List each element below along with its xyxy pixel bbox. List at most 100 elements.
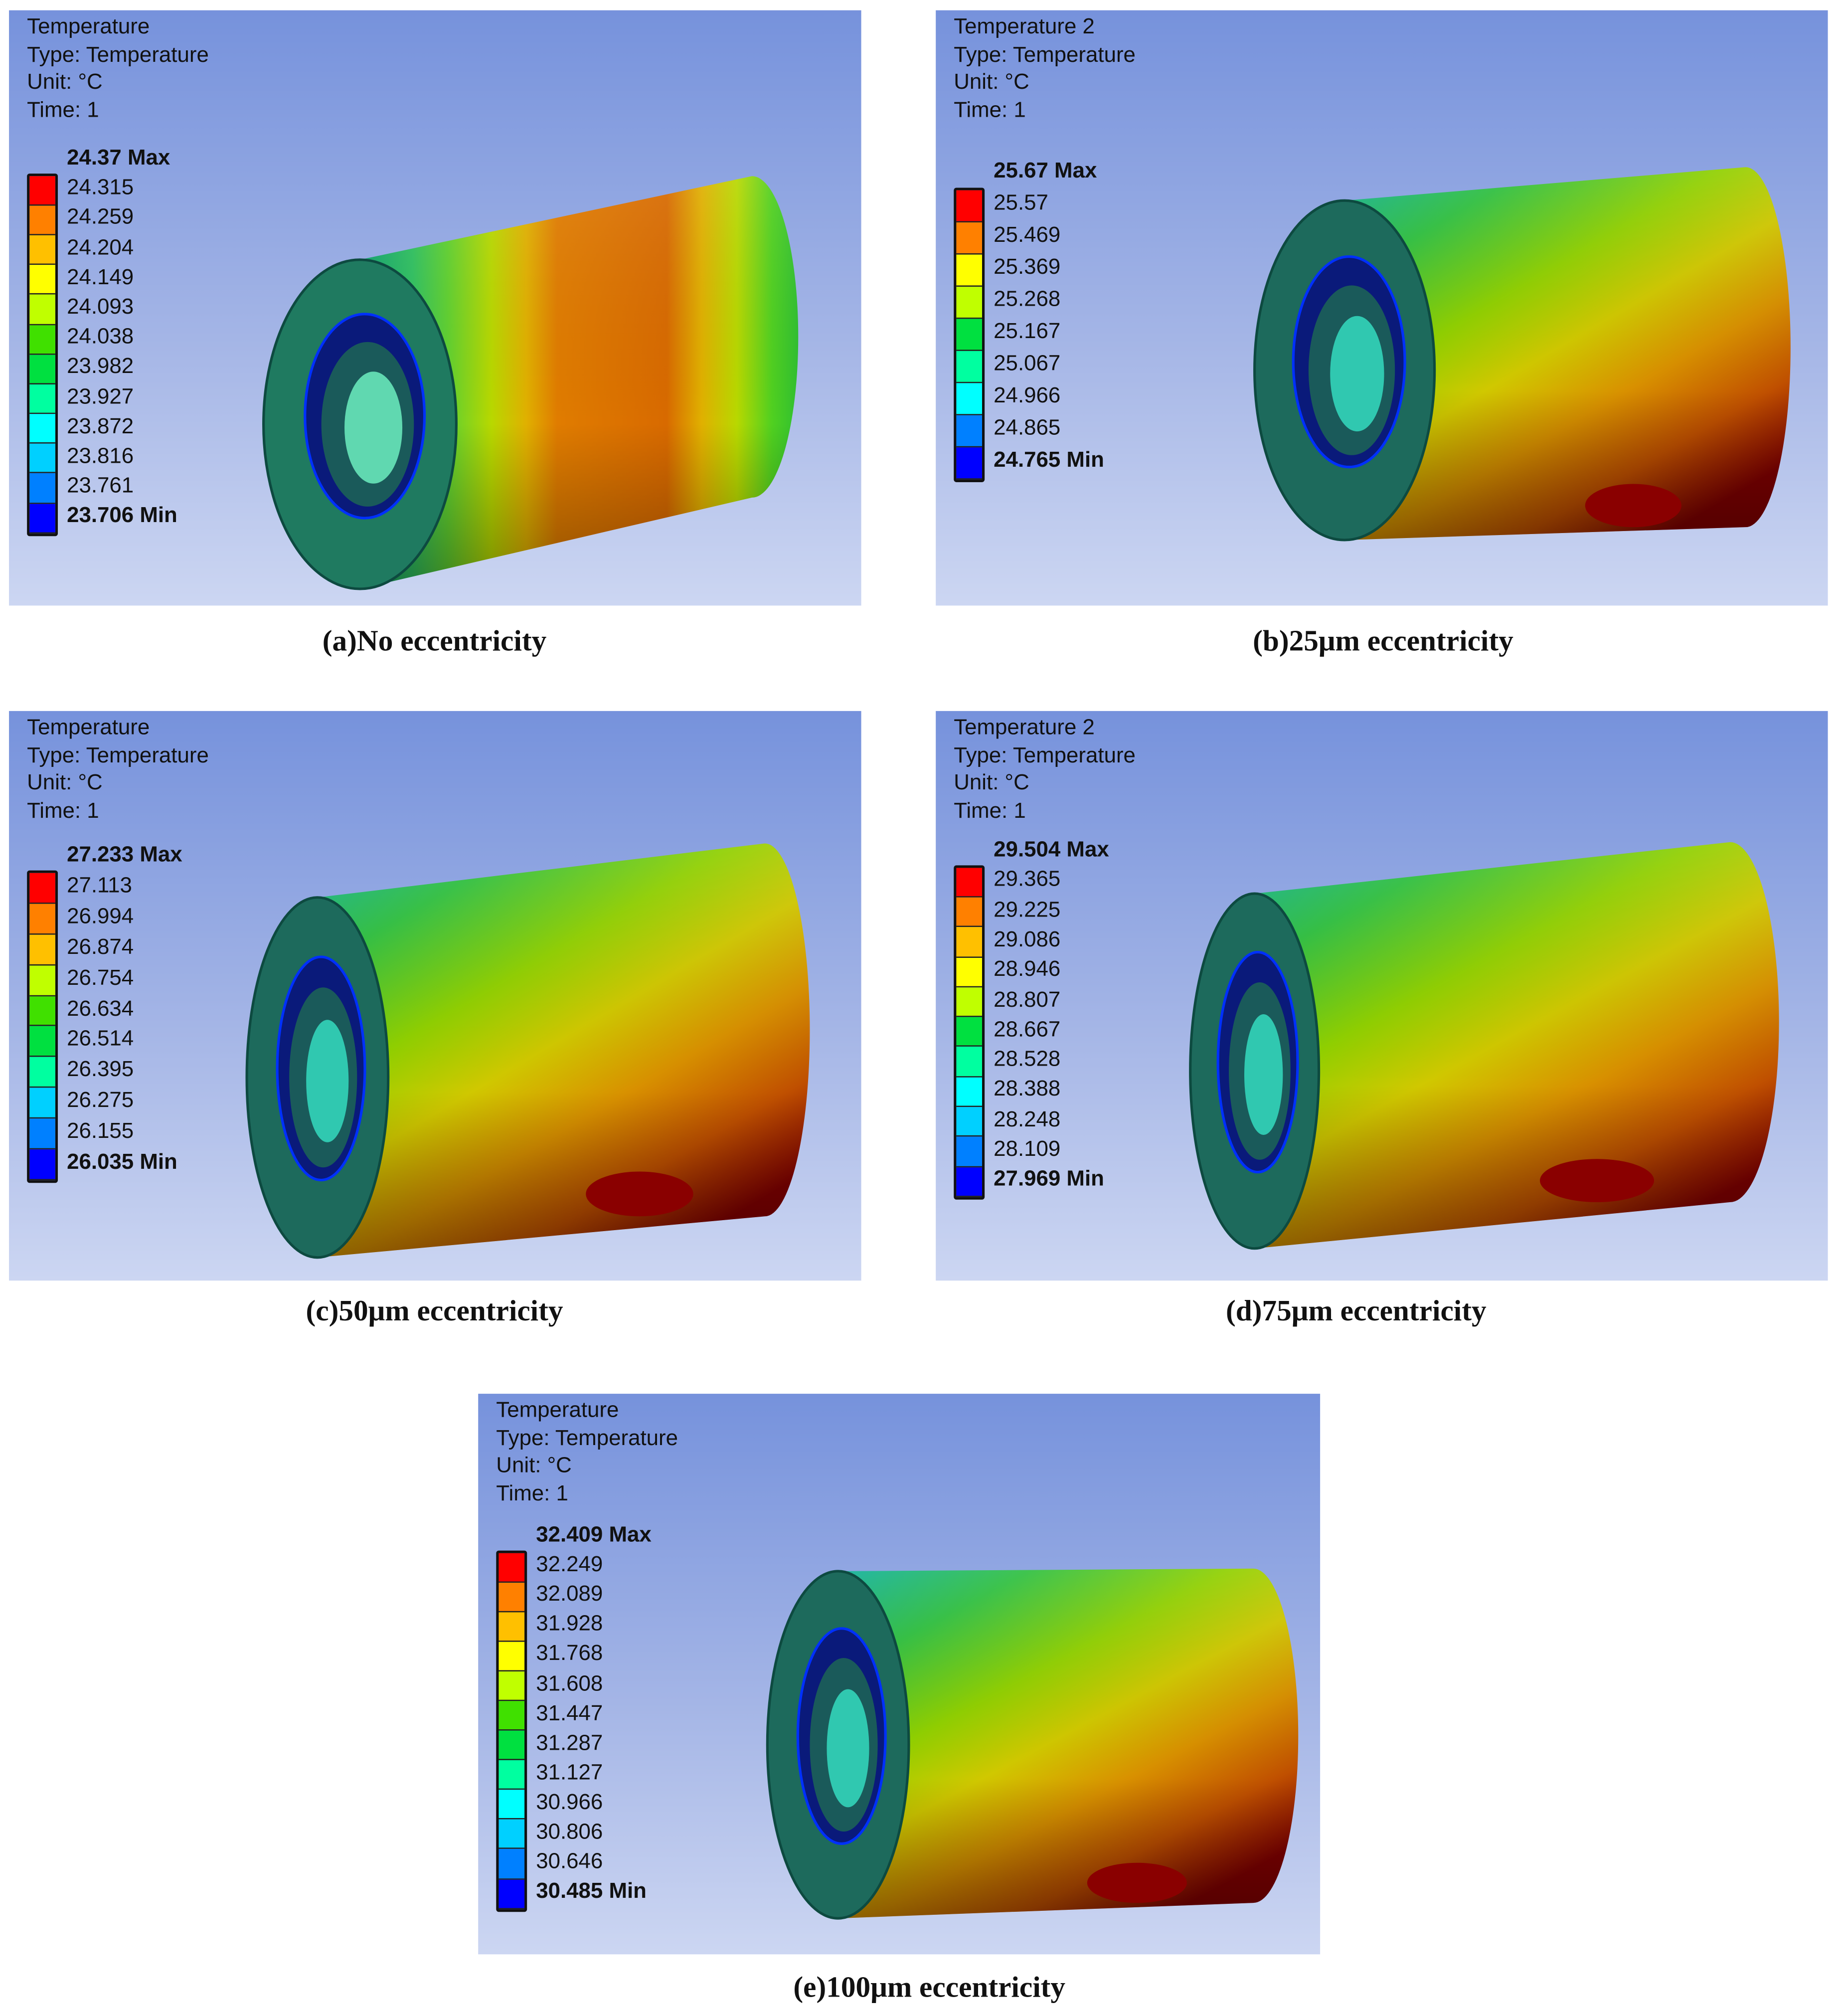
legend-level-label: 24.204 <box>67 234 134 259</box>
legend-max-label: 27.233 Max <box>67 842 182 867</box>
legend-color-bar <box>954 865 985 1200</box>
legend-band <box>499 1820 525 1850</box>
legend-color-bar <box>496 1550 527 1912</box>
legend-band <box>499 1849 525 1879</box>
legend-band <box>956 221 982 254</box>
bearing-cylinder-model <box>1189 842 1779 1250</box>
legend-band <box>956 1077 982 1107</box>
legend-color-bar <box>27 870 58 1183</box>
legend-band <box>29 414 55 444</box>
legend-level-label: 31.447 <box>536 1700 603 1725</box>
legend-level-label: 23.927 <box>67 383 134 408</box>
legend-band <box>499 1730 525 1761</box>
legend-level-label: 24.259 <box>67 204 134 229</box>
plot-header: Temperature 2 Type: Temperature Unit: °C Ti… <box>954 13 1136 124</box>
legend-level-label: 26.514 <box>67 1026 134 1051</box>
legend-band <box>29 503 55 534</box>
legend-color-bar <box>27 173 58 537</box>
legend-level-label: 28.388 <box>994 1077 1061 1101</box>
legend-level-label: 25.268 <box>994 287 1061 311</box>
header-unit: Unit: °C <box>954 770 1029 795</box>
legend-band <box>956 1017 982 1047</box>
legend-color-bar <box>954 187 985 482</box>
plot-header: Temperature Type: Temperature Unit: °C Time… <box>496 1396 678 1507</box>
plot-header: Temperature 2 Type: Temperature Unit: °C Ti… <box>954 714 1136 824</box>
legend-level-label: 31.928 <box>536 1611 603 1636</box>
legend-band <box>956 927 982 957</box>
legend-band <box>956 867 982 898</box>
legend-level-label: 25.167 <box>994 319 1061 344</box>
legend-band <box>956 1137 982 1167</box>
legend-band <box>499 1612 525 1642</box>
legend-level-label: 25.469 <box>994 222 1061 247</box>
bearing-cylinder-model <box>766 1568 1299 1920</box>
header-title: Temperature <box>27 14 150 39</box>
hot-spot <box>1087 1862 1187 1903</box>
legend-band <box>499 1879 525 1909</box>
header-type: Type: Temperature <box>954 41 1136 66</box>
legend-band <box>29 904 55 934</box>
legend-level-label: 30.646 <box>536 1849 603 1874</box>
legend-level-label: 24.149 <box>67 264 134 289</box>
legend-band <box>956 447 982 479</box>
caption-e: (e)100μm eccentricity <box>793 1971 1066 2004</box>
legend-level-label: 23.872 <box>67 413 134 438</box>
legend-band <box>29 235 55 265</box>
legend-min-label: 30.485 Min <box>536 1878 647 1903</box>
legend-band <box>29 265 55 295</box>
legend-band <box>956 286 982 319</box>
hot-spot <box>1540 1159 1655 1202</box>
legend-band <box>29 996 55 1027</box>
shaft-surface <box>344 371 403 484</box>
legend-band <box>499 1760 525 1791</box>
legend-level-label: 26.395 <box>67 1057 134 1082</box>
legend-level-label: 24.038 <box>67 324 134 349</box>
legend-level-label: 26.874 <box>67 934 134 959</box>
legend-band <box>29 1026 55 1058</box>
legend-min-label: 26.035 Min <box>67 1149 177 1174</box>
shaft-surface <box>306 1020 349 1142</box>
legend-band <box>956 1167 982 1197</box>
legend-level-label: 24.093 <box>67 294 134 319</box>
legend-level-label: 28.667 <box>994 1017 1061 1042</box>
legend-band <box>29 934 55 965</box>
shaft-surface <box>1330 316 1384 432</box>
legend-band <box>499 1701 525 1731</box>
header-unit: Unit: °C <box>27 770 103 795</box>
legend-band <box>956 1107 982 1137</box>
legend-band <box>956 957 982 987</box>
legend-level-label: 26.754 <box>67 965 134 990</box>
header-unit: Unit: °C <box>954 69 1029 94</box>
legend-band <box>29 1088 55 1119</box>
shaft-surface <box>827 1689 869 1808</box>
header-type: Type: Temperature <box>27 742 209 767</box>
plot-header: Temperature Type: Temperature Unit: °C Time… <box>27 13 209 124</box>
legend-level-label: 28.109 <box>994 1136 1061 1161</box>
caption-a: (a)No eccentricity <box>322 625 547 657</box>
legend-level-label: 32.089 <box>536 1582 603 1607</box>
header-time: Time: 1 <box>27 797 99 822</box>
legend-level-label: 23.982 <box>67 354 134 379</box>
temperature-plot-c: Temperature Type: Temperature Unit: °C Time… <box>9 711 861 1281</box>
hot-spot <box>586 1171 693 1217</box>
hot-spot <box>1585 484 1681 528</box>
legend-level-label: 25.067 <box>994 351 1061 375</box>
header-time: Time: 1 <box>496 1480 568 1505</box>
temperature-plot-d: Temperature 2 Type: Temperature Unit: °C Ti… <box>936 711 1828 1281</box>
legend-level-label: 29.365 <box>994 867 1061 892</box>
legend-max-label: 32.409 Max <box>536 1522 652 1547</box>
header-unit: Unit: °C <box>496 1453 572 1477</box>
legend-band <box>499 1642 525 1671</box>
bearing-cylinder-model <box>245 843 810 1259</box>
legend-band <box>956 318 982 351</box>
legend-min-label: 24.765 Min <box>994 447 1104 472</box>
legend-band <box>956 350 982 383</box>
header-time: Time: 1 <box>954 797 1026 822</box>
legend-band <box>499 1582 525 1612</box>
caption-c: (c)50μm eccentricity <box>306 1294 563 1327</box>
legend-band <box>29 1057 55 1088</box>
legend-band <box>499 1552 525 1583</box>
caption-b: (b)25μm eccentricity <box>1253 625 1513 657</box>
header-time: Time: 1 <box>954 97 1026 122</box>
legend-level-label: 24.315 <box>67 175 134 200</box>
